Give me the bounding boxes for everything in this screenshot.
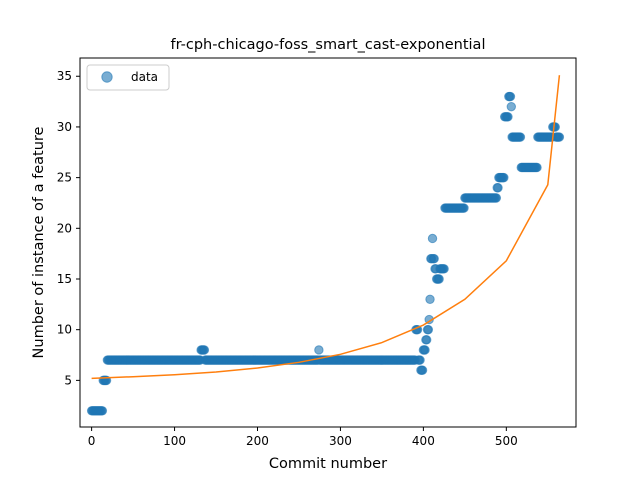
chart-title: fr-cph-chicago-foss_smart_cast-exponenti… — [171, 37, 486, 53]
fit-line — [91, 75, 561, 380]
y-axis-label: Number of instance of a feature — [31, 126, 47, 358]
y-tick-label: 15 — [57, 272, 72, 286]
x-axis-label: Commit number — [269, 456, 387, 472]
data-point — [491, 193, 502, 203]
y-tick-label: 35 — [57, 69, 72, 83]
data-point — [505, 91, 516, 102]
y-axis: 5 10 15 20 25 30 35 — [57, 69, 80, 387]
x-tick-label: 400 — [412, 434, 435, 448]
x-tick-label: 300 — [329, 434, 352, 448]
data-point — [199, 345, 210, 355]
data-point — [420, 345, 430, 355]
data-point — [439, 264, 449, 274]
data-point — [434, 274, 444, 284]
axes-frame — [79, 57, 577, 428]
x-tick-label: 500 — [495, 434, 518, 448]
legend-box — [86, 64, 170, 91]
data-point — [427, 233, 438, 244]
legend-label-data: data — [131, 70, 158, 84]
data-point — [493, 183, 503, 193]
legend-marker — [101, 71, 113, 83]
x-tick-label: 0 — [88, 434, 96, 448]
data-point — [422, 335, 432, 345]
data-point — [429, 254, 439, 264]
y-tick-label: 20 — [57, 221, 72, 235]
y-tick-label: 25 — [57, 171, 72, 185]
data-point — [314, 345, 324, 355]
x-tick-label: 200 — [246, 434, 269, 448]
data-point — [425, 294, 435, 304]
data-point — [503, 112, 513, 122]
x-tick-label: 100 — [163, 434, 186, 448]
data-point — [532, 162, 542, 173]
series-layer — [86, 75, 565, 416]
legend: data — [86, 64, 170, 91]
y-tick-label: 5 — [64, 373, 72, 387]
data-point — [97, 406, 108, 416]
data-point — [459, 203, 469, 213]
data-point — [550, 122, 560, 132]
data-point — [423, 324, 434, 335]
data-point — [499, 172, 509, 183]
data-point — [506, 101, 516, 112]
y-tick-label: 10 — [57, 323, 72, 337]
data-point — [417, 365, 428, 375]
data-point — [554, 132, 565, 142]
y-tick-label: 30 — [57, 120, 72, 134]
data-point — [415, 355, 425, 365]
data-point — [515, 132, 526, 142]
x-axis: 0 100 200 300 400 500 — [88, 427, 518, 448]
